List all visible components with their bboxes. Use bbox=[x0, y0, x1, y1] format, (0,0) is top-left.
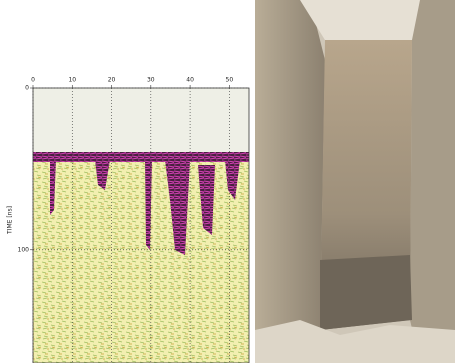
trench-floor bbox=[320, 255, 412, 330]
y-tick-label: 100 bbox=[18, 246, 30, 253]
x-tick-label: 50 bbox=[226, 77, 234, 84]
x-tick-label: 20 bbox=[108, 77, 116, 84]
reflection-data bbox=[33, 155, 249, 363]
x-tick-label: 40 bbox=[186, 77, 194, 84]
figure: TIME [ns] 0 10 20 30 40 50 0 100 bbox=[0, 0, 455, 363]
y-tick-label: 0 bbox=[25, 85, 29, 92]
y-axis-label: TIME [ns] bbox=[7, 206, 14, 235]
surface-reflection bbox=[33, 152, 249, 162]
right-wall bbox=[405, 0, 455, 363]
trench-photo bbox=[255, 0, 455, 363]
x-tick-label: 0 bbox=[31, 77, 35, 84]
x-tick-label: 30 bbox=[147, 77, 155, 84]
x-tick-label: 10 bbox=[68, 77, 76, 84]
left-wall bbox=[255, 0, 325, 363]
radargram: TIME [ns] 0 10 20 30 40 50 0 100 bbox=[7, 77, 250, 363]
